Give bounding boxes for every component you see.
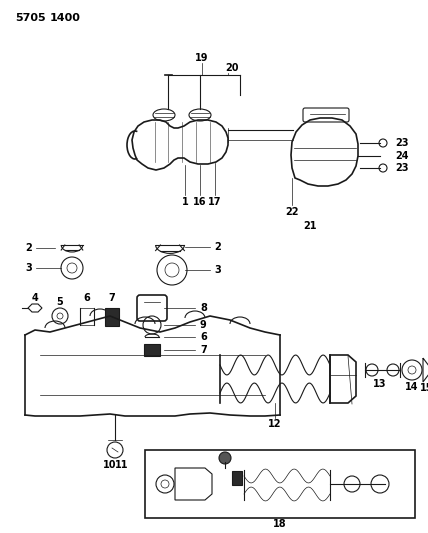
Bar [144,344,160,356]
Text: 22: 22 [285,207,299,217]
Text: 8: 8 [200,303,207,313]
Text: 21: 21 [303,221,317,231]
Text: 2: 2 [25,243,32,253]
Text: 10: 10 [103,460,117,470]
Text: 6: 6 [83,293,90,303]
Text: 19: 19 [195,53,209,63]
Text: 3: 3 [214,265,221,275]
Text: 15: 15 [420,383,428,393]
Text: 5705: 5705 [15,13,46,23]
Text: 17: 17 [208,197,222,207]
Text: 3: 3 [25,263,32,273]
Text: 7: 7 [109,293,116,303]
Text: 4: 4 [32,293,39,303]
Text: 23: 23 [395,138,408,148]
Text: 1400: 1400 [50,13,81,23]
Bar [105,308,119,326]
Text: 7: 7 [200,345,207,355]
Text: 18: 18 [273,519,287,529]
Bar [232,471,242,485]
Text: 11: 11 [115,460,129,470]
Text: 5: 5 [56,297,63,307]
Text: 9: 9 [200,320,207,330]
Text: 16: 16 [193,197,207,207]
Text: 23: 23 [395,163,408,173]
Circle shape [219,452,231,464]
Text: 24: 24 [395,151,408,161]
Text: 1: 1 [181,197,188,207]
Text: 12: 12 [268,419,282,429]
Text: 14: 14 [405,382,419,392]
Text: 6: 6 [200,332,207,342]
Text: 20: 20 [225,63,239,73]
Bar [145,450,415,518]
Text: 2: 2 [214,242,221,252]
Text: 13: 13 [373,379,387,389]
